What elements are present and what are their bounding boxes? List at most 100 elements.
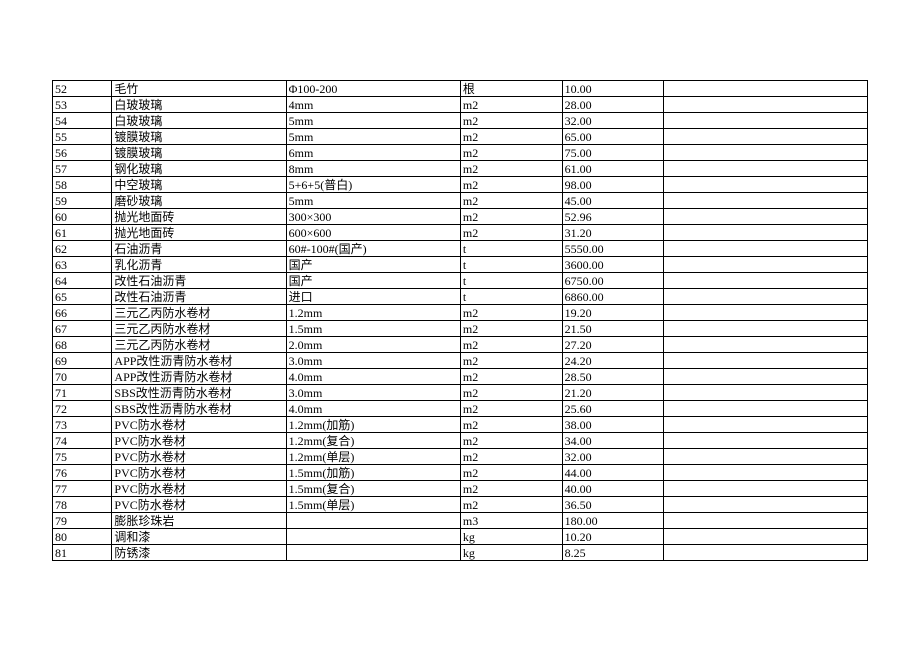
cell-unit: m2 (460, 465, 562, 481)
cell-name: PVC防水卷材 (112, 497, 286, 513)
cell-name: 改性石油沥青 (112, 273, 286, 289)
cell-no: 58 (53, 177, 112, 193)
cell-no: 57 (53, 161, 112, 177)
cell-price: 24.20 (562, 353, 664, 369)
cell-note (664, 97, 868, 113)
cell-no: 69 (53, 353, 112, 369)
cell-spec: 5+6+5(普白) (286, 177, 460, 193)
cell-no: 55 (53, 129, 112, 145)
cell-name: 石油沥青 (112, 241, 286, 257)
cell-unit: m2 (460, 449, 562, 465)
cell-price: 28.50 (562, 369, 664, 385)
cell-spec: 国产 (286, 273, 460, 289)
table-row: 69APP改性沥青防水卷材3.0mmm224.20 (53, 353, 868, 369)
cell-note (664, 257, 868, 273)
cell-unit: m2 (460, 113, 562, 129)
cell-note (664, 305, 868, 321)
cell-name: 三元乙丙防水卷材 (112, 305, 286, 321)
cell-price: 180.00 (562, 513, 664, 529)
cell-unit: m2 (460, 305, 562, 321)
cell-name: 镀膜玻璃 (112, 129, 286, 145)
cell-spec (286, 545, 460, 561)
table-row: 76PVC防水卷材1.5mm(加筋)m244.00 (53, 465, 868, 481)
cell-name: 钢化玻璃 (112, 161, 286, 177)
cell-name: 改性石油沥青 (112, 289, 286, 305)
table-row: 63乳化沥青国产t3600.00 (53, 257, 868, 273)
cell-no: 61 (53, 225, 112, 241)
table-row: 75PVC防水卷材1.2mm(单层)m232.00 (53, 449, 868, 465)
table-row: 59磨砂玻璃5mmm245.00 (53, 193, 868, 209)
cell-note (664, 433, 868, 449)
cell-name: 中空玻璃 (112, 177, 286, 193)
cell-note (664, 449, 868, 465)
cell-note (664, 289, 868, 305)
cell-name: 抛光地面砖 (112, 209, 286, 225)
cell-note (664, 129, 868, 145)
cell-unit: m2 (460, 97, 562, 113)
cell-note (664, 385, 868, 401)
cell-unit: m2 (460, 161, 562, 177)
table-row: 66三元乙丙防水卷材1.2mmm219.20 (53, 305, 868, 321)
cell-price: 38.00 (562, 417, 664, 433)
cell-spec: 3.0mm (286, 385, 460, 401)
cell-unit: m2 (460, 497, 562, 513)
cell-name: 三元乙丙防水卷材 (112, 321, 286, 337)
cell-spec: 6mm (286, 145, 460, 161)
cell-unit: t (460, 289, 562, 305)
cell-note (664, 401, 868, 417)
cell-no: 64 (53, 273, 112, 289)
cell-unit: m2 (460, 337, 562, 353)
cell-spec (286, 513, 460, 529)
cell-unit: m2 (460, 433, 562, 449)
table-row: 81防锈漆kg8.25 (53, 545, 868, 561)
cell-no: 52 (53, 81, 112, 97)
cell-note (664, 161, 868, 177)
cell-spec: 1.2mm(单层) (286, 449, 460, 465)
cell-unit: m2 (460, 385, 562, 401)
cell-no: 67 (53, 321, 112, 337)
cell-price: 6860.00 (562, 289, 664, 305)
cell-unit: m2 (460, 145, 562, 161)
cell-price: 21.20 (562, 385, 664, 401)
cell-name: PVC防水卷材 (112, 449, 286, 465)
cell-unit: m2 (460, 481, 562, 497)
cell-name: 防锈漆 (112, 545, 286, 561)
cell-note (664, 417, 868, 433)
cell-spec: 300×300 (286, 209, 460, 225)
cell-spec: 4mm (286, 97, 460, 113)
cell-unit: kg (460, 529, 562, 545)
table-row: 58中空玻璃5+6+5(普白)m298.00 (53, 177, 868, 193)
cell-price: 3600.00 (562, 257, 664, 273)
cell-note (664, 177, 868, 193)
cell-note (664, 337, 868, 353)
table-row: 70APP改性沥青防水卷材4.0mmm228.50 (53, 369, 868, 385)
cell-unit: kg (460, 545, 562, 561)
table-row: 52毛竹Φ100-200根10.00 (53, 81, 868, 97)
table-row: 62石油沥青60#-100#(国产)t5550.00 (53, 241, 868, 257)
cell-price: 65.00 (562, 129, 664, 145)
cell-note (664, 321, 868, 337)
cell-unit: m2 (460, 417, 562, 433)
cell-unit: 根 (460, 81, 562, 97)
cell-name: 抛光地面砖 (112, 225, 286, 241)
cell-no: 81 (53, 545, 112, 561)
materials-table: 52毛竹Φ100-200根10.0053白玻玻璃4mmm228.0054白玻玻璃… (52, 80, 868, 561)
cell-no: 59 (53, 193, 112, 209)
cell-price: 32.00 (562, 449, 664, 465)
cell-note (664, 273, 868, 289)
table-row: 71SBS改性沥青防水卷材3.0mmm221.20 (53, 385, 868, 401)
cell-note (664, 545, 868, 561)
cell-price: 10.00 (562, 81, 664, 97)
cell-no: 71 (53, 385, 112, 401)
cell-price: 52.96 (562, 209, 664, 225)
cell-no: 56 (53, 145, 112, 161)
cell-name: 白玻玻璃 (112, 97, 286, 113)
cell-spec: 5mm (286, 129, 460, 145)
table-row: 73PVC防水卷材1.2mm(加筋)m238.00 (53, 417, 868, 433)
cell-price: 36.50 (562, 497, 664, 513)
cell-no: 53 (53, 97, 112, 113)
cell-no: 74 (53, 433, 112, 449)
cell-spec: 3.0mm (286, 353, 460, 369)
cell-unit: m3 (460, 513, 562, 529)
cell-unit: m2 (460, 225, 562, 241)
